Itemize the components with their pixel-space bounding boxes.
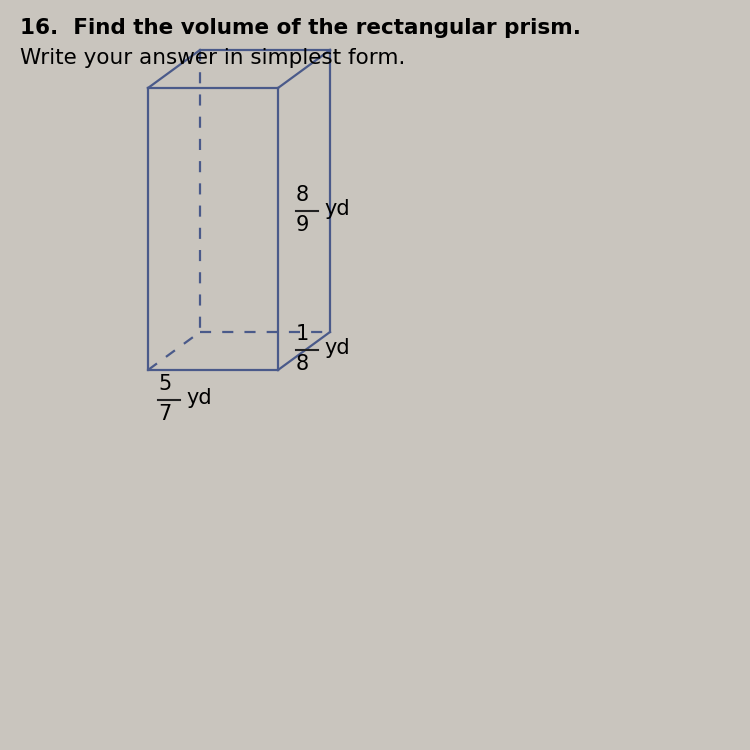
Text: yd: yd xyxy=(324,199,350,219)
Text: 8: 8 xyxy=(296,354,309,374)
Text: 16.  Find the volume of the rectangular prism.: 16. Find the volume of the rectangular p… xyxy=(20,18,581,38)
Text: 5: 5 xyxy=(158,374,171,394)
Text: 1: 1 xyxy=(296,324,309,344)
Text: 9: 9 xyxy=(296,215,309,235)
Text: 7: 7 xyxy=(158,404,171,424)
Text: Write your answer in simplest form.: Write your answer in simplest form. xyxy=(20,48,405,68)
Text: 8: 8 xyxy=(296,185,309,205)
Text: yd: yd xyxy=(324,338,350,358)
Text: yd: yd xyxy=(186,388,211,408)
